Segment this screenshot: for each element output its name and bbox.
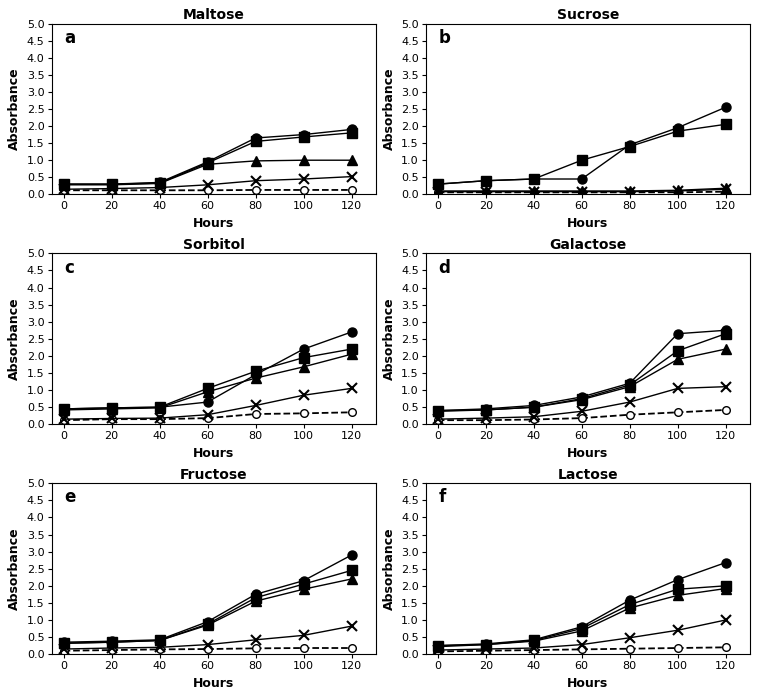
X-axis label: Hours: Hours bbox=[567, 676, 609, 690]
Title: Sucrose: Sucrose bbox=[556, 8, 619, 22]
X-axis label: Hours: Hours bbox=[193, 676, 234, 690]
Title: Galactose: Galactose bbox=[549, 238, 626, 252]
X-axis label: Hours: Hours bbox=[567, 217, 609, 230]
Text: e: e bbox=[64, 489, 76, 507]
Y-axis label: Absorbance: Absorbance bbox=[383, 297, 396, 380]
Y-axis label: Absorbance: Absorbance bbox=[383, 68, 396, 150]
Title: Maltose: Maltose bbox=[183, 8, 245, 22]
Text: b: b bbox=[439, 29, 450, 47]
Title: Fructose: Fructose bbox=[180, 468, 247, 482]
Y-axis label: Absorbance: Absorbance bbox=[383, 528, 396, 610]
Y-axis label: Absorbance: Absorbance bbox=[8, 297, 21, 380]
Text: a: a bbox=[64, 29, 76, 47]
Title: Lactose: Lactose bbox=[557, 468, 618, 482]
Text: f: f bbox=[439, 489, 446, 507]
X-axis label: Hours: Hours bbox=[567, 447, 609, 460]
Text: d: d bbox=[439, 258, 450, 276]
X-axis label: Hours: Hours bbox=[193, 447, 234, 460]
X-axis label: Hours: Hours bbox=[193, 217, 234, 230]
Text: c: c bbox=[64, 258, 74, 276]
Y-axis label: Absorbance: Absorbance bbox=[8, 528, 21, 610]
Title: Sorbitol: Sorbitol bbox=[183, 238, 245, 252]
Y-axis label: Absorbance: Absorbance bbox=[8, 68, 21, 150]
